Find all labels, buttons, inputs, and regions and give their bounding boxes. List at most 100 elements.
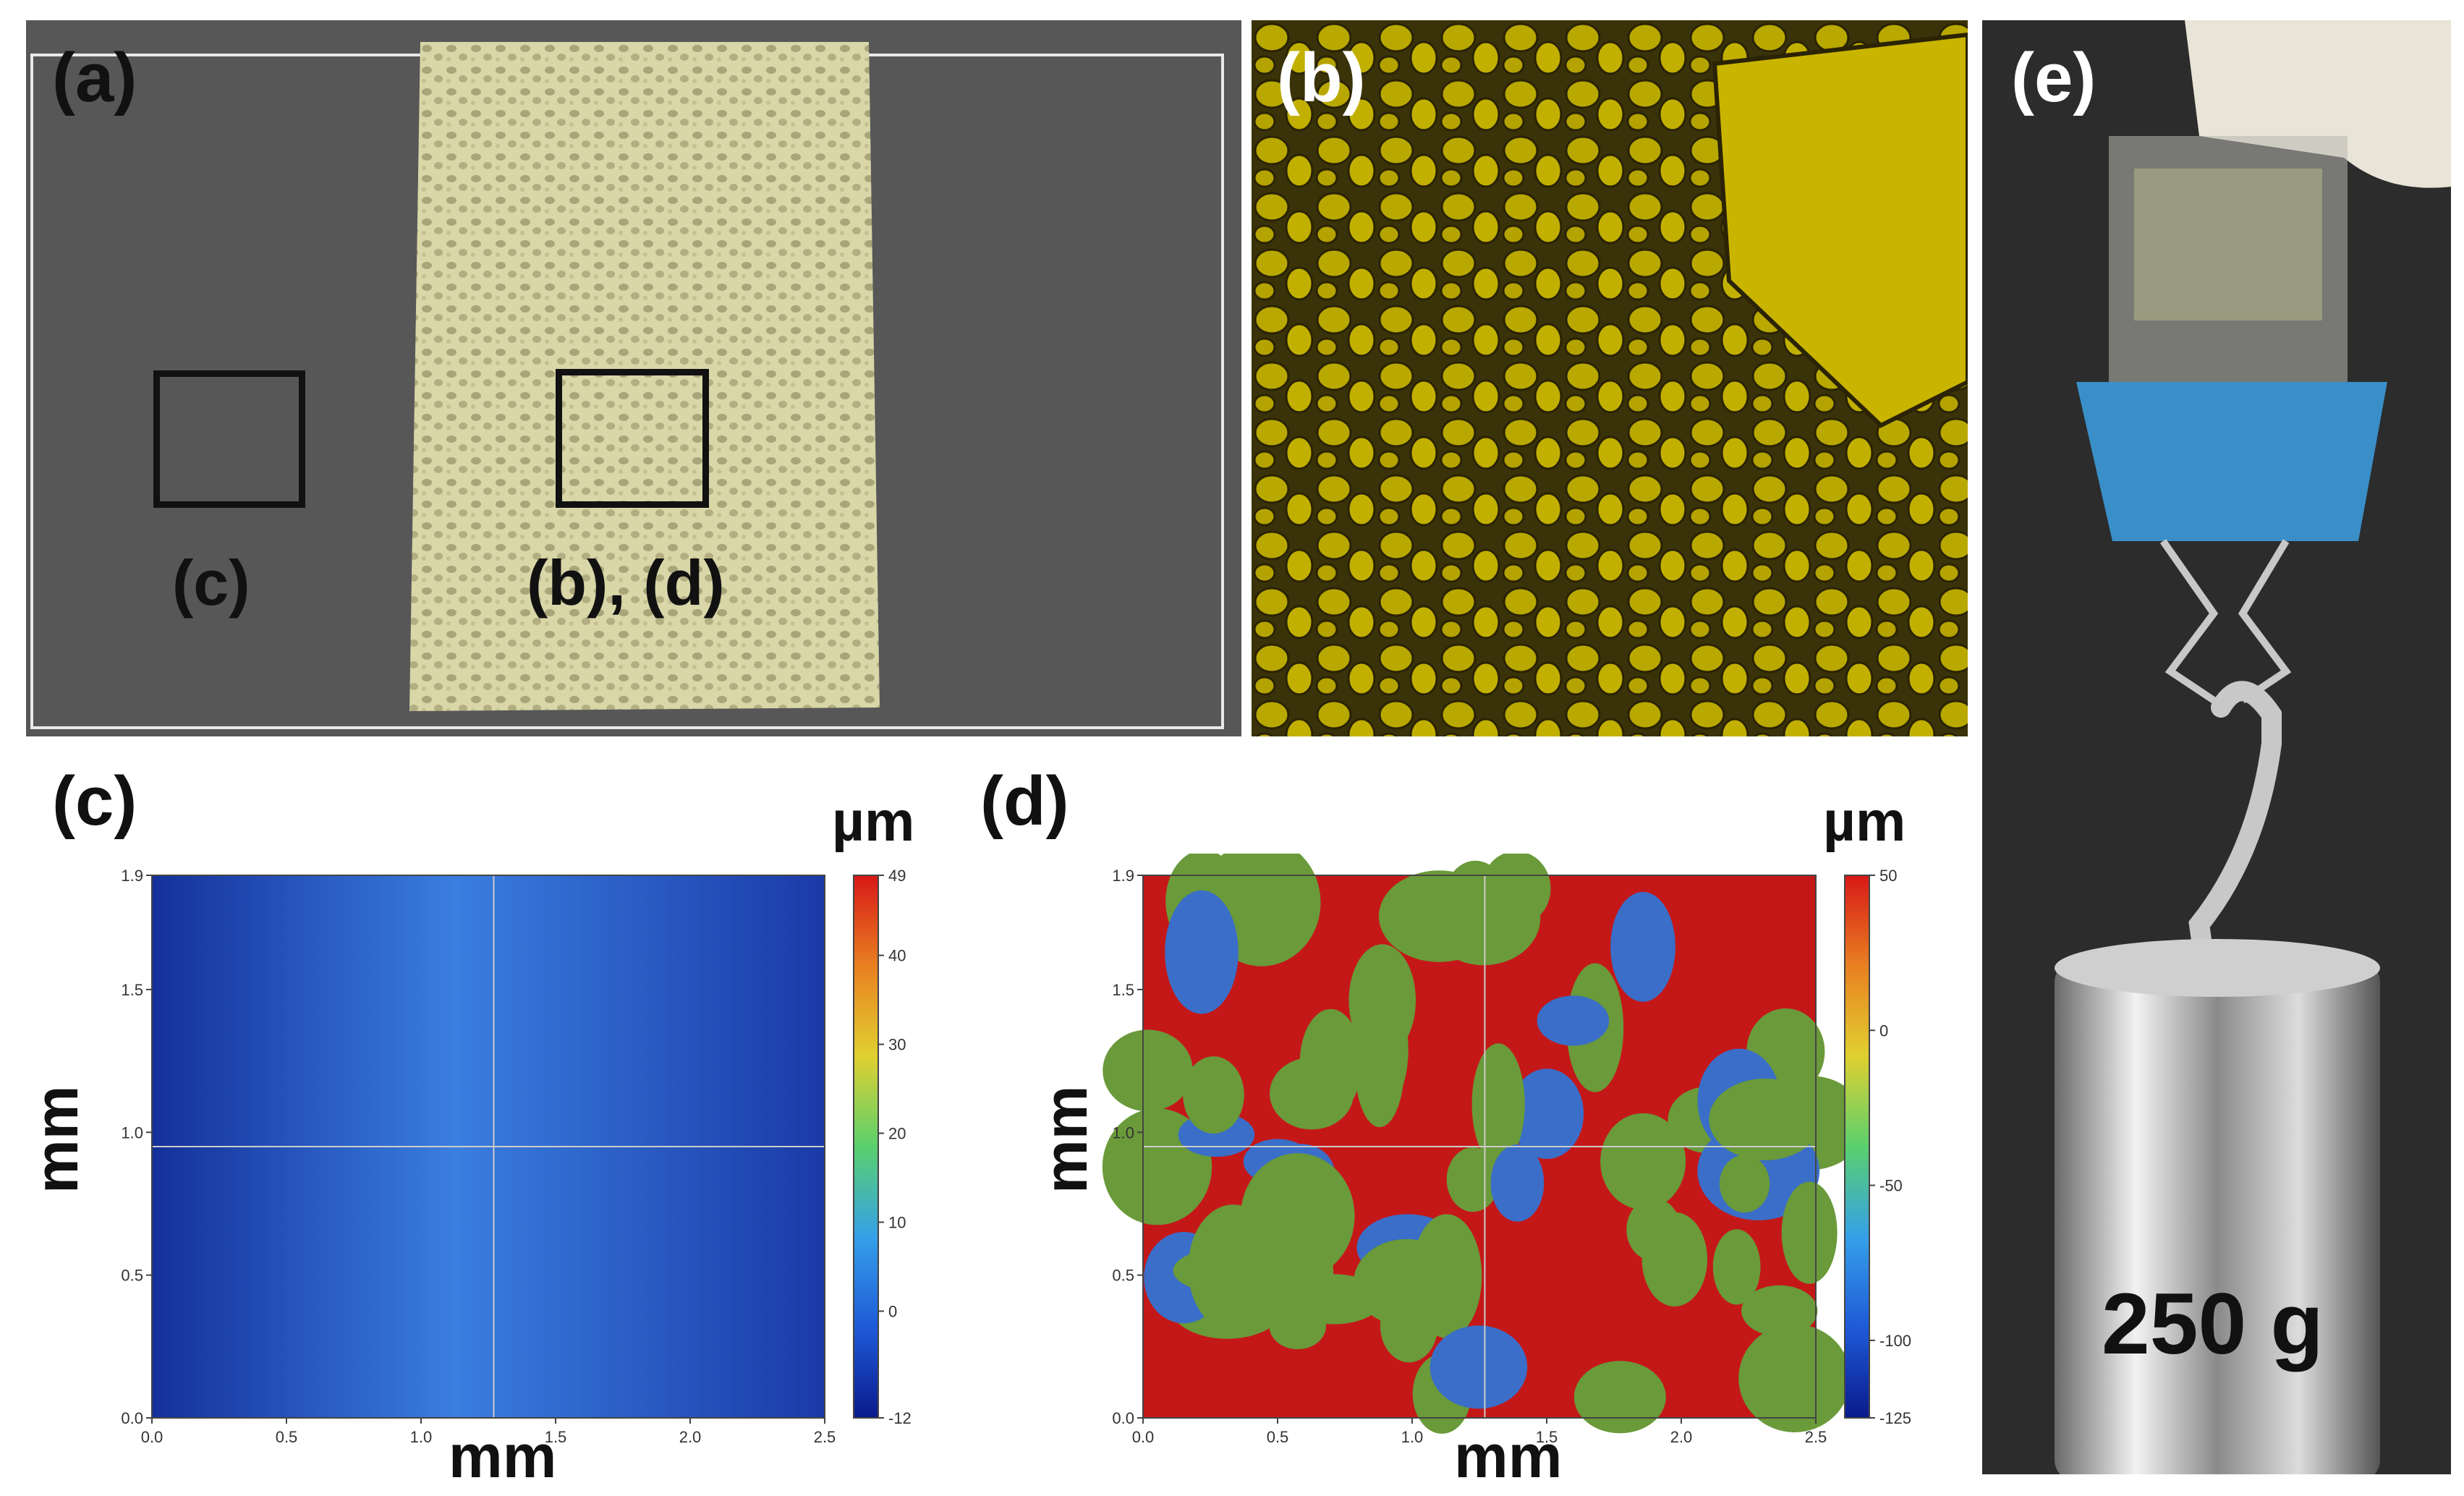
- pore-cell: [1641, 1212, 1708, 1306]
- y-tick-label: 0.5: [121, 1267, 143, 1285]
- colorbar-tick-label: 0: [1879, 1021, 1888, 1040]
- box-c-label: (c): [172, 547, 250, 619]
- pore-cell: [1299, 1008, 1362, 1116]
- weight-label: 250 g: [2102, 1275, 2324, 1372]
- heatmap-d-svg: 0.0 0.5 1.0 1.5 2.0 2.5 0.0 0.5 1.0 1.5 1.9 50 0 -50 -…: [1102, 854, 1911, 1446]
- panel-a-label: (a): [52, 39, 137, 116]
- weight-top: [2055, 939, 2380, 997]
- colorbar-tick-label: -125: [1879, 1409, 1911, 1427]
- pore-cell: [1188, 1204, 1278, 1332]
- panel-c-xlabel: mm: [449, 1422, 557, 1490]
- porous-film: [409, 42, 880, 711]
- x-tick-label: 2.5: [814, 1428, 836, 1446]
- pore-cell: [1352, 987, 1409, 1111]
- x-tick-label: 1.0: [1401, 1428, 1424, 1446]
- weight: [2055, 961, 2380, 1474]
- x-tick-label: 1.5: [545, 1428, 567, 1446]
- panel-a-drawing: [26, 20, 1241, 736]
- colorbar-tick-label: 30: [888, 1036, 906, 1054]
- clip-wire: [2159, 539, 2292, 704]
- pore-cell: [1165, 890, 1239, 1014]
- box-bd-label: (b), (d): [527, 547, 725, 619]
- pore-cell: [1452, 864, 1526, 925]
- pore-cell: [1207, 854, 1301, 901]
- pore-cell: [1719, 1155, 1770, 1213]
- panel-b-micrograph: [1252, 20, 1968, 736]
- x-tick-label: 2.0: [1670, 1428, 1693, 1446]
- region-box-bd: [556, 369, 709, 508]
- crosshair: [1143, 875, 1816, 1418]
- y-tick-label: 0.0: [1112, 1409, 1134, 1427]
- panel-c-label: (c): [52, 762, 137, 840]
- y-tick-label: 1.5: [121, 981, 143, 999]
- pore-cell: [1103, 1029, 1193, 1112]
- panel-c-ylabel: mm: [22, 1085, 90, 1194]
- colorbar-tick-label: 20: [888, 1125, 906, 1143]
- x-tick-label: 1.5: [1536, 1428, 1558, 1446]
- pore-cell: [1600, 1113, 1686, 1210]
- pore-cell: [1490, 1144, 1545, 1222]
- pore-cell: [1610, 891, 1675, 1002]
- pore-cell: [1429, 1325, 1528, 1409]
- pore-cell: [1446, 1147, 1500, 1212]
- pore-cell: [1709, 1078, 1822, 1160]
- panel-a-photo: [26, 20, 1241, 736]
- panel-b-label: (b): [1277, 39, 1366, 116]
- panel-d-chart: 0.0 0.5 1.0 1.5 2.0 2.5 0.0 0.5 1.0 1.5 1.9 50 0 -50 -…: [1092, 854, 1960, 1490]
- region-box-c: [153, 370, 305, 508]
- crosshair: [152, 875, 825, 1418]
- pore-cell: [1510, 1068, 1584, 1160]
- pore-cell: [1183, 1056, 1244, 1134]
- panel-c-chart: 0.0 0.5 1.0 1.5 2.0 2.5 0.0 0.5 1.0 1.5 1.9 49 40 30 2…: [101, 854, 977, 1490]
- binder-clip: [2076, 382, 2387, 541]
- micrograph-drawing: [1252, 20, 1968, 736]
- colorbar-tick-label: -50: [1879, 1177, 1903, 1195]
- colorbar-tick-label: 49: [888, 867, 906, 885]
- hook: [2188, 681, 2282, 985]
- panel-d-xlabel: mm: [1454, 1422, 1563, 1490]
- colorbar: [1844, 875, 1870, 1419]
- glove: [2185, 20, 2451, 188]
- x-tick-label: 1.0: [410, 1428, 433, 1446]
- pore-cell: [1741, 1285, 1818, 1337]
- colorbar-tick-label: -100: [1879, 1332, 1911, 1350]
- y-tick-label: 1.0: [1112, 1123, 1134, 1142]
- pore-cell: [1380, 1289, 1438, 1363]
- plot-frame: [1142, 875, 1817, 1419]
- panel-d-ylabel: mm: [1032, 1085, 1100, 1194]
- x-tick-label: 0.5: [276, 1428, 298, 1446]
- x-tick-label: 0.0: [141, 1428, 163, 1446]
- panel-d-label: (d): [980, 762, 1069, 840]
- y-tick-label: 0.0: [121, 1409, 143, 1427]
- colorbar-tick-label: 50: [1879, 867, 1897, 885]
- colorbar-tick-label: 0: [888, 1302, 897, 1320]
- panel-e-photo: [1982, 20, 2451, 1474]
- x-tick-label: 0.5: [1267, 1428, 1289, 1446]
- x-tick-label: 0.0: [1132, 1428, 1155, 1446]
- y-tick-label: 1.5: [1112, 981, 1134, 999]
- colorbar-tick-label: -12: [888, 1409, 912, 1427]
- y-tick-label: 1.9: [1112, 867, 1134, 885]
- panel-d-unit: µm: [1823, 789, 1906, 853]
- panel-c-unit: µm: [832, 789, 915, 853]
- colorbar-tick-label: 40: [888, 947, 906, 965]
- panel-e-drawing: [1982, 20, 2451, 1474]
- y-tick-label: 1.0: [121, 1123, 143, 1142]
- y-tick-label: 1.9: [121, 867, 143, 885]
- colorbar-tick-label: 10: [888, 1214, 906, 1232]
- plot-frame: [151, 875, 825, 1419]
- x-tick-label: 2.0: [679, 1428, 702, 1446]
- pore-cell: [1781, 1181, 1838, 1284]
- heatmap-c-svg: 0.0 0.5 1.0 1.5 2.0 2.5 0.0 0.5 1.0 1.5 1.9 49 40 30 2…: [121, 867, 912, 1446]
- heatmap-field: [1102, 854, 1866, 1434]
- pore-cell: [1573, 1361, 1666, 1434]
- pore-cell: [1712, 1229, 1761, 1305]
- large-cell: [1712, 32, 1968, 428]
- y-tick-label: 0.5: [1112, 1267, 1134, 1285]
- colorbar: [853, 875, 879, 1419]
- panel-e-label: (e): [2011, 39, 2096, 116]
- pore-cell: [1537, 995, 1610, 1046]
- x-tick-label: 2.5: [1805, 1428, 1827, 1446]
- pore-cell: [1738, 1324, 1851, 1432]
- porous-area: [2134, 169, 2322, 320]
